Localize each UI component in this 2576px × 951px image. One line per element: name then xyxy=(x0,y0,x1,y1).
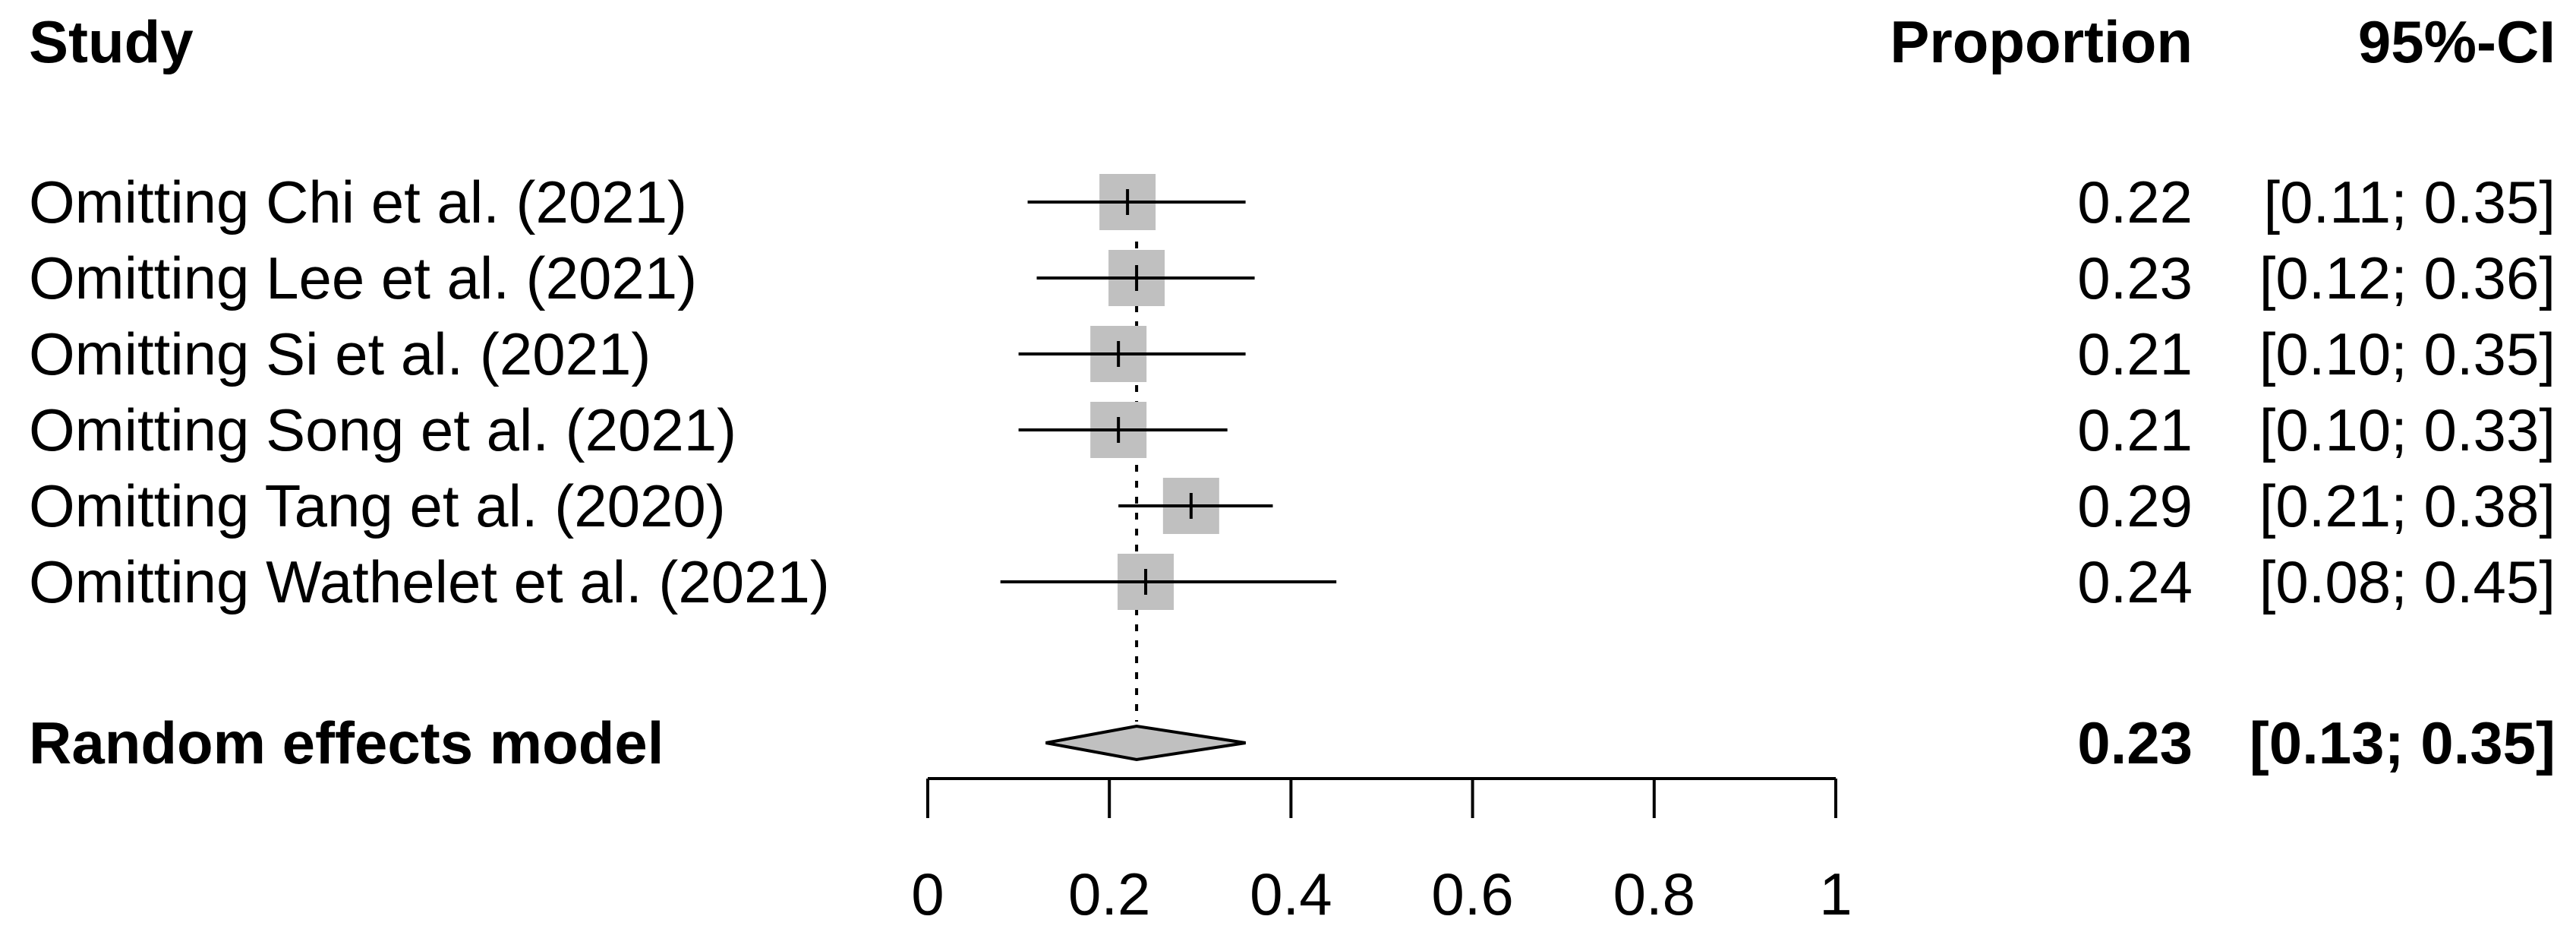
study-label: Omitting Lee et al. (2021) xyxy=(29,245,697,311)
study-row: Omitting Song et al. (2021) 0.21 [0.10; 0.… xyxy=(29,397,2556,463)
pooled-diamond-layer xyxy=(1045,724,1246,762)
study-column-header: Study xyxy=(29,8,194,75)
proportion-column-header: Proportion xyxy=(1890,8,2193,75)
study-label: Omitting Wathelet et al. (2021) xyxy=(29,548,830,615)
study-row: Omitting Lee et al. (2021) 0.23 [0.12; 0.3… xyxy=(29,245,2556,311)
x-axis-tick-label: 1 xyxy=(1819,861,1852,927)
study-row: Omitting Tang et al. (2020) 0.29 [0.21; 0.… xyxy=(29,472,2556,539)
study-ci-value: [0.10; 0.33] xyxy=(2259,397,2556,463)
pooled-model-label: Random effects model xyxy=(29,709,664,776)
x-axis-tick-label: 0.6 xyxy=(1431,861,1513,927)
study-row: Omitting Si et al. (2021) 0.21 [0.10; 0.35… xyxy=(29,321,2556,387)
ci-column-header: 95%-CI xyxy=(2358,8,2556,75)
study-ci-value: [0.11; 0.35] xyxy=(2263,169,2556,235)
study-estimate-value: 0.24 xyxy=(2077,548,2193,615)
pooled-diamond xyxy=(1045,724,1246,762)
study-rows: Omitting Chi et al. (2021) 0.22 [0.11; 0.3… xyxy=(29,169,2556,615)
study-estimate-value: 0.22 xyxy=(2077,169,2193,235)
study-ci-value: [0.08; 0.45] xyxy=(2259,548,2556,615)
study-row: Omitting Chi et al. (2021) 0.22 [0.11; 0.3… xyxy=(29,169,2556,235)
x-axis-tick-label: 0.8 xyxy=(1613,861,1695,927)
pooled-ci-value: [0.13; 0.35] xyxy=(2250,709,2556,776)
study-row: Omitting Wathelet et al. (2021) 0.24 [0.08… xyxy=(29,548,2556,615)
study-estimate-value: 0.21 xyxy=(2077,321,2193,387)
study-estimate-value: 0.23 xyxy=(2077,245,2193,311)
study-ci-value: [0.21; 0.38] xyxy=(2259,472,2556,539)
study-estimate-value: 0.29 xyxy=(2077,472,2193,539)
study-label: Omitting Song et al. (2021) xyxy=(29,397,736,463)
x-axis-tick-label: 0.4 xyxy=(1250,861,1332,927)
x-axis-tick-label: 0.2 xyxy=(1068,861,1150,927)
x-axis: 0 0.2 0.4 0.6 0.8 1 xyxy=(911,777,1852,927)
study-ci-value: [0.12; 0.36] xyxy=(2259,245,2556,311)
x-axis-tick-label: 0 xyxy=(911,861,944,927)
study-estimate-value: 0.21 xyxy=(2077,397,2193,463)
study-ci-value: [0.10; 0.35] xyxy=(2259,321,2556,387)
study-label: Omitting Chi et al. (2021) xyxy=(29,169,687,235)
study-label: Omitting Si et al. (2021) xyxy=(29,321,651,387)
pooled-estimate-value: 0.23 xyxy=(2077,709,2193,776)
study-label: Omitting Tang et al. (2020) xyxy=(29,472,726,539)
